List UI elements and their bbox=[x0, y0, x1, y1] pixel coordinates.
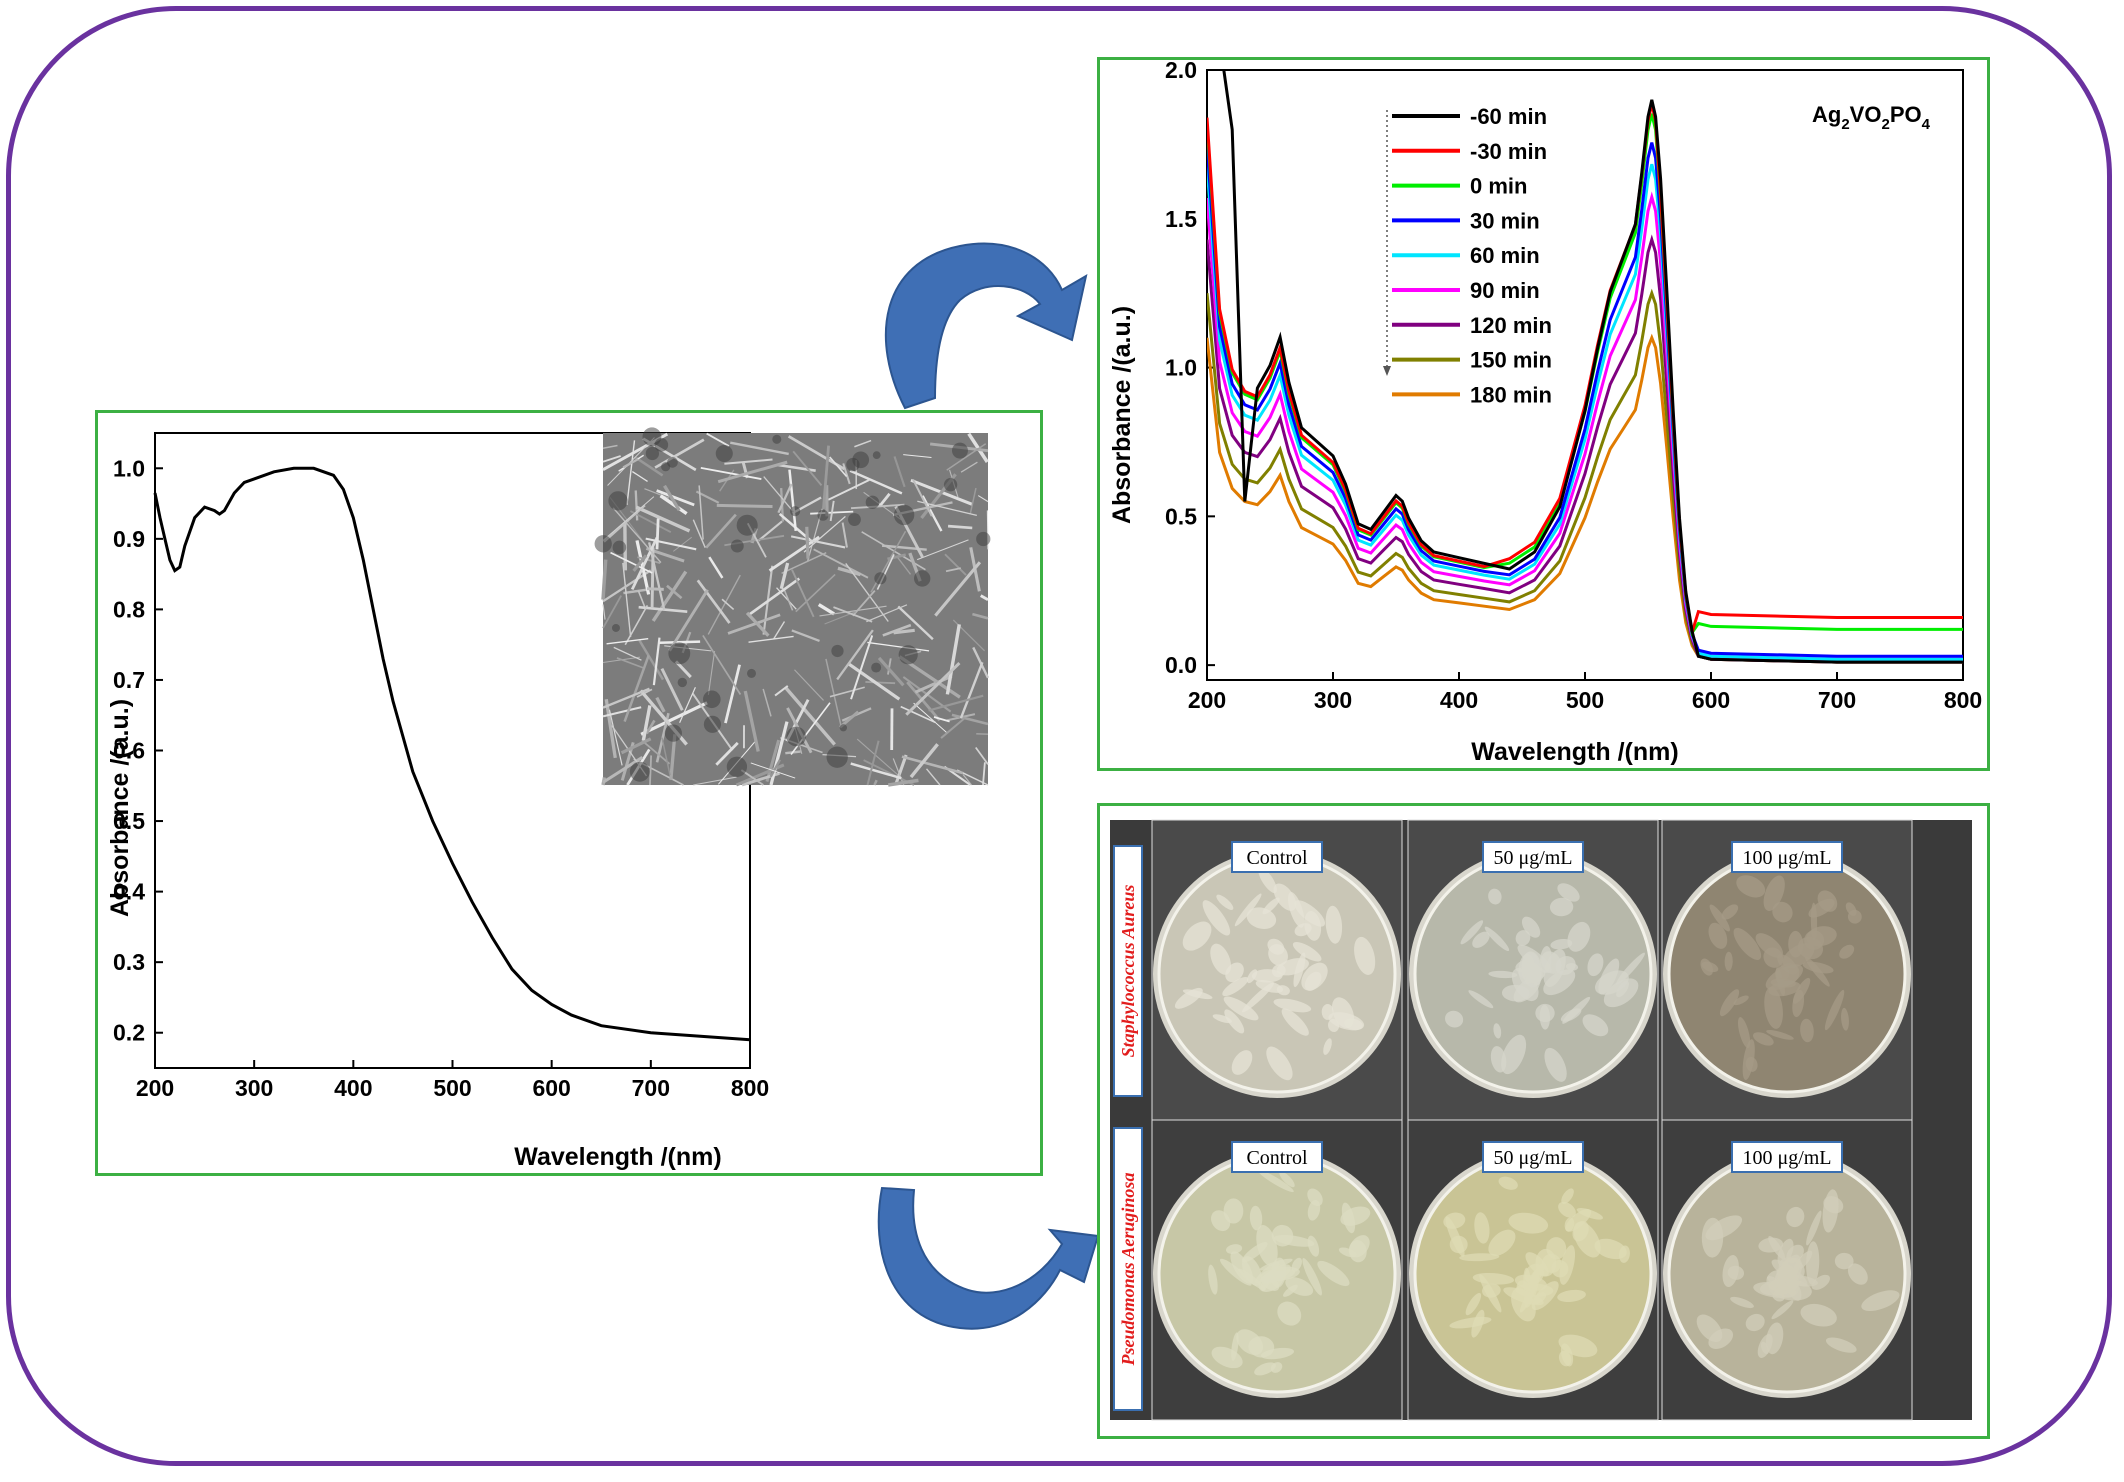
uv-vis-chart: 200 300 400 500 600 700 800 0.2 0.3 0.4 0.5 0.6 0.7 0… bbox=[106, 427, 991, 1171]
uv-x-tick-label: 300 bbox=[235, 1075, 273, 1101]
plate-label: 100 μg/mL bbox=[1742, 1147, 1831, 1169]
curved-arrow-icon bbox=[884, 242, 1088, 410]
plate-label-box bbox=[1231, 841, 1323, 873]
uv-x-tick-label: 400 bbox=[334, 1075, 372, 1101]
uv-series-line bbox=[153, 466, 751, 1042]
legend-label: 120 min bbox=[1470, 313, 1552, 338]
plate-label-box bbox=[1731, 841, 1843, 873]
uv-y-tick-label: 1.0 bbox=[113, 455, 145, 481]
petri-plate: 50 μg/mL bbox=[1407, 819, 1659, 1121]
petri-plate: 50 μg/mL bbox=[1407, 1119, 1659, 1421]
arrow-down-icon bbox=[1383, 366, 1391, 376]
uv-y-tick-label: 0.5 bbox=[113, 808, 145, 834]
deg-x-axis-title: Wavelength /(nm) bbox=[1471, 738, 1678, 766]
deg-series-line bbox=[1207, 113, 1963, 637]
legend-label: 150 min bbox=[1470, 348, 1552, 373]
uv-y-axis-title: Absorbance /(a.u.) bbox=[106, 699, 134, 917]
deg-series-line bbox=[1207, 103, 1963, 633]
legend-label: 90 min bbox=[1470, 278, 1540, 303]
deg-plot-frame bbox=[1206, 69, 1964, 681]
curved-arrow-icon bbox=[877, 1186, 1100, 1330]
uv-y-tick-label: 0.2 bbox=[113, 1020, 145, 1046]
uv-x-tick-label: 500 bbox=[433, 1075, 471, 1101]
legend-label: 30 min bbox=[1470, 208, 1540, 233]
petri-plate: 100 μg/mL bbox=[1661, 819, 1913, 1121]
uv-ticks: 200 300 400 500 600 700 800 0.2 0.3 0.4 0.5 0.6 0.7 0… bbox=[113, 455, 769, 1101]
uv-x-tick-label: 600 bbox=[532, 1075, 570, 1101]
plate-label: Control bbox=[1246, 1147, 1308, 1169]
plate-label-box bbox=[1482, 841, 1584, 873]
uv-vis-panel: 200 300 400 500 600 700 800 0.2 0.3 0.4 0.5 0.6 0.7 0… bbox=[95, 410, 1043, 1176]
uv-y-tick-label: 0.9 bbox=[113, 526, 145, 552]
legend-label: 180 min bbox=[1470, 382, 1552, 407]
deg-x-tick-label: 300 bbox=[1314, 687, 1352, 713]
plate-label: 50 μg/mL bbox=[1493, 1147, 1572, 1169]
sem-inset-image bbox=[594, 427, 991, 787]
organism-label-staph: Staphylococcus Aureus bbox=[1113, 845, 1143, 1097]
deg-y-tick-label: 1.5 bbox=[1165, 206, 1197, 232]
deg-legend: -60 min -30 min 0 min 30 min 60 min 90 min 120… bbox=[1383, 104, 1552, 407]
uv-y-tick-label: 0.6 bbox=[113, 738, 145, 764]
svg-text:Pseudomonas Aeruginosa: Pseudomonas Aeruginosa bbox=[1118, 1173, 1138, 1367]
deg-x-tick-label: 200 bbox=[1188, 687, 1226, 713]
deg-y-tick-label: 0.5 bbox=[1165, 503, 1197, 529]
legend-label: 60 min bbox=[1470, 243, 1540, 268]
deg-x-tick-label: 800 bbox=[1944, 687, 1982, 713]
uv-x-tick-label: 700 bbox=[632, 1075, 670, 1101]
petri-plate: 100 μg/mL bbox=[1661, 1119, 1913, 1421]
uv-x-axis-title: Wavelength /(nm) bbox=[514, 1143, 721, 1171]
plate-label-box bbox=[1482, 1141, 1584, 1173]
petri-plate-grid: Control 50 μg/mL 100 μg/mL Control 50 μg/mL 1… bbox=[1110, 819, 1972, 1421]
uv-y-tick-label: 0.4 bbox=[113, 879, 145, 905]
svg-text:Staphylococcus Aureus: Staphylococcus Aureus bbox=[1118, 885, 1138, 1058]
outer-frame bbox=[6, 6, 2112, 1466]
deg-ticks: 200 300 400 500 600 700 800 0.0 0.5 1.0 1.5 2.0 bbox=[1165, 57, 1982, 713]
deg-y-tick-label: 1.0 bbox=[1165, 355, 1197, 381]
plate-label-box bbox=[1731, 1141, 1843, 1173]
uv-x-tick-label: 200 bbox=[136, 1075, 174, 1101]
deg-x-tick-label: 400 bbox=[1440, 687, 1478, 713]
plate-label: 50 μg/mL bbox=[1493, 847, 1572, 869]
deg-y-tick-label: 2.0 bbox=[1165, 60, 1197, 83]
petri-plate: Control bbox=[1151, 819, 1403, 1121]
deg-axes bbox=[1206, 69, 1964, 681]
deg-x-tick-label: 600 bbox=[1692, 687, 1730, 713]
legend-label: -30 min bbox=[1470, 139, 1547, 164]
plate-label-box bbox=[1231, 1141, 1323, 1173]
deg-series-lines bbox=[1207, 70, 1963, 664]
legend-label: 0 min bbox=[1470, 174, 1527, 199]
uv-y-tick-label: 0.3 bbox=[113, 949, 145, 975]
legend-label: -60 min bbox=[1470, 104, 1547, 129]
degradation-chart: 200 300 400 500 600 700 800 0.0 0.5 1.0 1.5 2.0 -60… bbox=[1108, 57, 1982, 766]
petri-plate: Control bbox=[1151, 1119, 1403, 1421]
plate-label: 100 μg/mL bbox=[1742, 847, 1831, 869]
deg-x-tick-label: 500 bbox=[1566, 687, 1604, 713]
antibacterial-panel: Control 50 μg/mL 100 μg/mL Control 50 μg/mL 1… bbox=[1097, 803, 1990, 1439]
deg-x-tick-label: 700 bbox=[1818, 687, 1856, 713]
degradation-panel: 200 300 400 500 600 700 800 0.0 0.5 1.0 1.5 2.0 -60… bbox=[1097, 57, 1990, 771]
uv-y-tick-label: 0.8 bbox=[113, 596, 145, 622]
uv-y-tick-label: 0.7 bbox=[113, 667, 145, 693]
deg-chart-title: Ag2VO2PO4 bbox=[1812, 102, 1931, 133]
deg-y-axis-title: Absorbance /(a.u.) bbox=[1108, 306, 1136, 524]
plate-label: Control bbox=[1246, 847, 1308, 869]
uv-x-tick-label: 800 bbox=[731, 1075, 769, 1101]
organism-label-pseudo: Pseudomonas Aeruginosa bbox=[1113, 1127, 1143, 1411]
deg-series-line bbox=[1222, 70, 1963, 664]
deg-y-tick-label: 0.0 bbox=[1165, 652, 1197, 678]
